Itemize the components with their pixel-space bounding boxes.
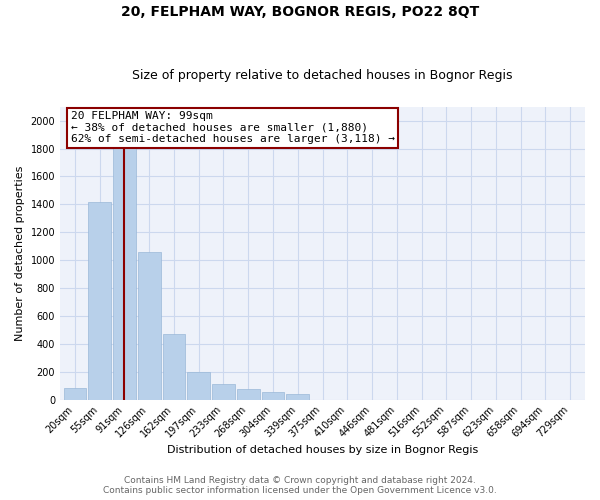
Bar xyxy=(212,384,235,400)
Bar xyxy=(138,252,161,400)
Bar xyxy=(187,372,210,400)
Bar xyxy=(113,138,136,400)
Title: Size of property relative to detached houses in Bognor Regis: Size of property relative to detached ho… xyxy=(132,69,513,82)
Bar xyxy=(163,334,185,400)
Bar xyxy=(286,394,309,400)
Bar xyxy=(262,392,284,400)
X-axis label: Distribution of detached houses by size in Bognor Regis: Distribution of detached houses by size … xyxy=(167,445,478,455)
Y-axis label: Number of detached properties: Number of detached properties xyxy=(15,166,25,341)
Bar xyxy=(64,388,86,400)
Text: 20 FELPHAM WAY: 99sqm
← 38% of detached houses are smaller (1,880)
62% of semi-d: 20 FELPHAM WAY: 99sqm ← 38% of detached … xyxy=(71,111,395,144)
Text: 20, FELPHAM WAY, BOGNOR REGIS, PO22 8QT: 20, FELPHAM WAY, BOGNOR REGIS, PO22 8QT xyxy=(121,5,479,19)
Bar xyxy=(88,202,111,400)
Bar xyxy=(237,389,260,400)
Text: Contains HM Land Registry data © Crown copyright and database right 2024.
Contai: Contains HM Land Registry data © Crown c… xyxy=(103,476,497,495)
